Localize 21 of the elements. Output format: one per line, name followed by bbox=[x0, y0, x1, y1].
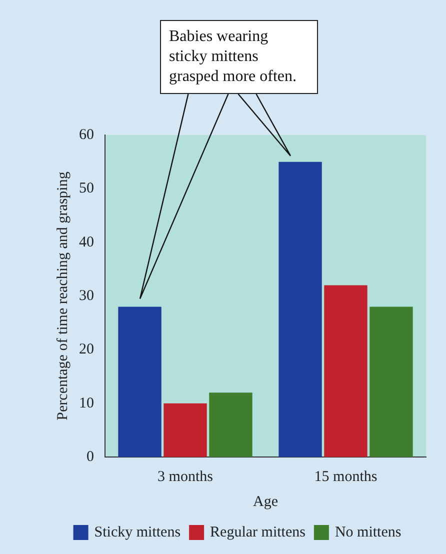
y-tick-label: 20 bbox=[79, 342, 94, 358]
legend-label: Sticky mittens bbox=[94, 524, 181, 540]
x-tick-label: 15 months bbox=[314, 468, 378, 485]
bar bbox=[118, 306, 162, 457]
y-tick-label: 30 bbox=[79, 288, 94, 304]
bar bbox=[278, 162, 322, 457]
y-tick-label: 40 bbox=[79, 234, 94, 250]
bar bbox=[370, 306, 413, 457]
bar bbox=[164, 403, 207, 457]
legend-label: Regular mittens bbox=[210, 524, 306, 540]
y-tick-label: 10 bbox=[79, 395, 94, 412]
x-tick-label: 3 months bbox=[158, 468, 214, 485]
y-tick-label: 0 bbox=[86, 448, 94, 465]
bar bbox=[209, 392, 252, 457]
bar bbox=[324, 285, 368, 457]
y-axis-title: Percentage of time reaching and grasping bbox=[54, 171, 71, 420]
legend-label: No mittens bbox=[334, 524, 402, 540]
text: Babies wearing sticky mittens grasped more often. bbox=[160, 20, 318, 94]
x-axis-title: Age bbox=[253, 494, 278, 510]
y-tick-label: 50 bbox=[79, 180, 94, 197]
y-tick-label: 60 bbox=[79, 126, 94, 143]
